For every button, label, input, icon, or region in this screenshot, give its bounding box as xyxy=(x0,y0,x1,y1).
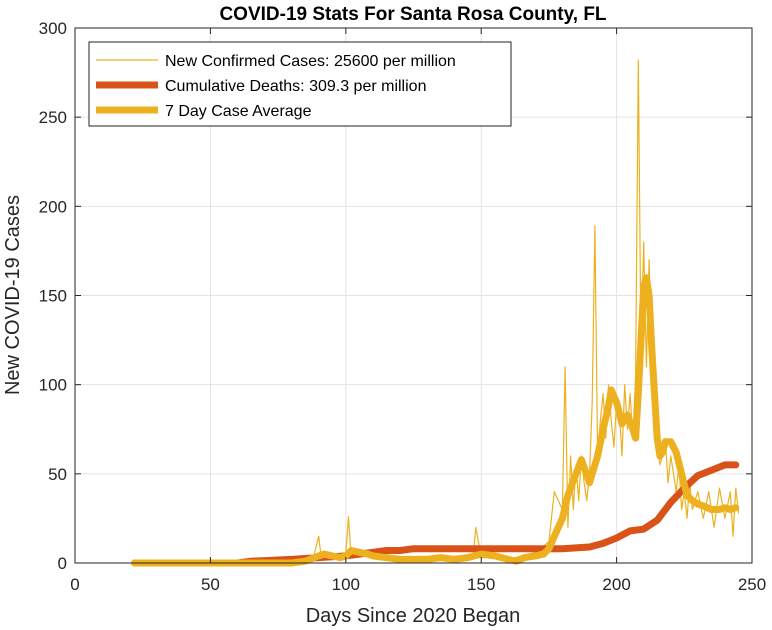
y-axis-label: New COVID-19 Cases xyxy=(2,195,24,395)
x-tick-label: 100 xyxy=(332,575,360,594)
legend: New Confirmed Cases: 25600 per million C… xyxy=(88,41,512,127)
y-tick-label: 250 xyxy=(39,108,67,127)
legend-label-new-cases: New Confirmed Cases: 25600 per million xyxy=(165,53,456,70)
x-axis-label: Days Since 2020 Began xyxy=(306,605,521,627)
legend-label-deaths: Cumulative Deaths: 309.3 per million xyxy=(165,78,426,95)
y-tick-label: 50 xyxy=(48,465,67,484)
y-tick-label: 150 xyxy=(39,287,67,306)
y-tick-label: 0 xyxy=(58,554,67,573)
x-tick-label: 150 xyxy=(467,575,495,594)
legend-box xyxy=(88,41,512,127)
series-layer xyxy=(131,59,740,567)
legend-label-7day: 7 Day Case Average xyxy=(165,103,312,120)
series-line-7day-average xyxy=(131,274,740,567)
x-tick-label: 200 xyxy=(602,575,630,594)
x-tick-label: 50 xyxy=(201,575,220,594)
chart-title: COVID-19 Stats For Santa Rosa County, FL xyxy=(219,4,606,25)
y-tick-label: 200 xyxy=(39,197,67,216)
x-tick-label: 250 xyxy=(738,575,766,594)
y-tick-label: 100 xyxy=(39,376,67,395)
y-tick-label: 300 xyxy=(39,19,67,38)
x-tick-label: 0 xyxy=(70,575,79,594)
ticks: 0 50 100 150 200 250 0 50 100 150 200 250 300 xyxy=(39,19,767,594)
